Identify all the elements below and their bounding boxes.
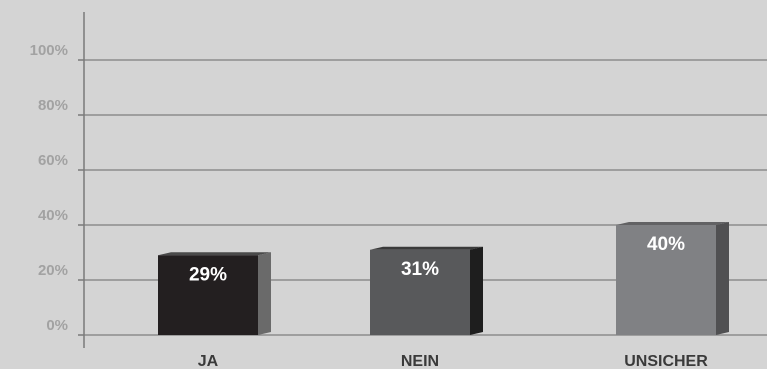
bar-side-face	[470, 246, 483, 335]
bar-side-face	[258, 252, 271, 335]
x-category-label: UNSICHER	[624, 353, 708, 369]
data-label: 29%	[189, 264, 227, 285]
bar-unsicher: 40%	[616, 222, 729, 335]
bar-front-face	[616, 225, 716, 335]
bar-front-face	[370, 249, 470, 335]
y-tick-label: 60%	[38, 152, 68, 169]
x-category-label: NEIN	[401, 353, 439, 369]
y-tick-label: 80%	[38, 97, 68, 114]
data-label: 31%	[401, 259, 439, 280]
bar-nein: 31%	[370, 246, 483, 335]
bar-top-face	[370, 246, 483, 250]
y-tick-label: 100%	[30, 42, 68, 59]
bars: 29% 31% 40%	[158, 222, 729, 335]
data-label: 40%	[647, 234, 685, 255]
y-tick-label: 0%	[46, 317, 68, 334]
y-tick-label: 40%	[38, 207, 68, 224]
y-axis	[78, 12, 85, 348]
bar-ja: 29%	[158, 252, 271, 335]
y-tick-labels: 0% 20% 40% 60% 80% 100%	[30, 42, 68, 334]
bar-front-face	[158, 255, 258, 335]
y-tick-label: 20%	[38, 262, 68, 279]
bar-side-face	[716, 222, 729, 335]
x-category-labels: JA NEIN UNSICHER	[198, 353, 708, 369]
bar-top-face	[158, 252, 271, 256]
bar-top-face	[616, 222, 729, 225]
x-category-label: JA	[198, 353, 219, 369]
